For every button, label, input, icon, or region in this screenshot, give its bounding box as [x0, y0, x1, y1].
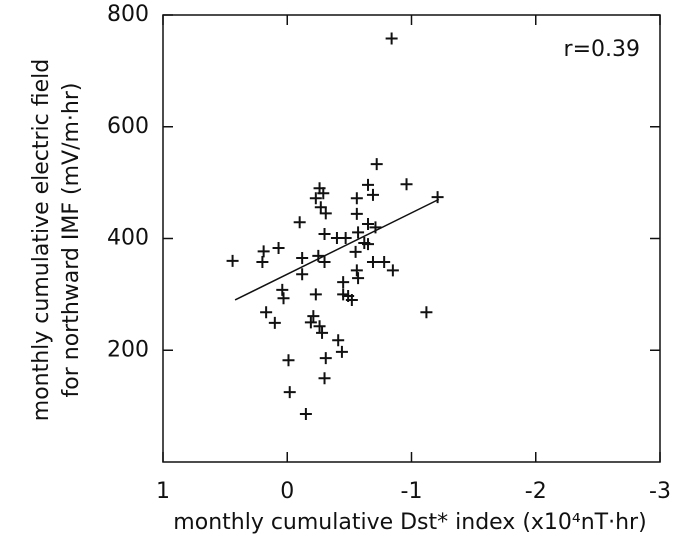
- point: [256, 255, 269, 268]
- point: [304, 316, 317, 329]
- point: [420, 306, 433, 319]
- point: [332, 334, 345, 347]
- y-tick-label: 600: [107, 114, 149, 139]
- x-tick-label: 1: [156, 479, 170, 504]
- annotation: r=0.39: [564, 37, 640, 62]
- point: [385, 32, 398, 45]
- point: [350, 264, 363, 277]
- x-tick-label: -3: [649, 479, 671, 504]
- plot-frame: [162, 14, 661, 463]
- x-tick-label: -2: [525, 479, 547, 504]
- point: [296, 252, 309, 265]
- point: [352, 226, 365, 239]
- point: [309, 192, 322, 205]
- point: [276, 283, 289, 296]
- x-axis-label: monthly cumulative Dst* index (x10⁴nT·hr…: [173, 510, 646, 535]
- point: [319, 207, 332, 220]
- point: [378, 255, 391, 268]
- point: [349, 245, 362, 258]
- point: [314, 201, 327, 214]
- y-tick-label: 200: [107, 337, 149, 362]
- point: [370, 158, 383, 171]
- point: [272, 241, 285, 254]
- x-tick-label: 0: [280, 479, 294, 504]
- point: [318, 255, 331, 268]
- point: [350, 207, 363, 220]
- point: [299, 407, 312, 420]
- point: [293, 216, 306, 229]
- y-axis-label: monthly cumulative electric field: [29, 59, 54, 421]
- point: [318, 372, 331, 385]
- point: [226, 254, 239, 267]
- point: [337, 276, 350, 289]
- point: [345, 293, 358, 306]
- fit-line: [234, 198, 440, 301]
- point: [350, 192, 363, 205]
- point: [312, 249, 325, 262]
- point: [277, 292, 290, 305]
- point: [352, 272, 365, 285]
- point: [400, 178, 413, 191]
- point: [268, 316, 281, 329]
- point: [362, 178, 375, 191]
- point: [366, 188, 379, 201]
- point: [386, 264, 399, 277]
- point: [282, 354, 295, 367]
- point: [296, 268, 309, 281]
- point: [307, 310, 320, 323]
- point: [366, 255, 379, 268]
- point: [362, 217, 375, 230]
- point: [260, 306, 273, 319]
- point: [313, 182, 326, 195]
- point: [257, 245, 270, 258]
- point: [335, 345, 348, 358]
- x-tick-label: -1: [401, 479, 423, 504]
- point: [431, 191, 444, 204]
- point: [319, 352, 332, 365]
- point: [309, 288, 322, 301]
- point: [283, 386, 296, 399]
- y-tick-label: 400: [107, 226, 149, 251]
- y-axis-label: for northward IMF (mV/m·hr): [59, 83, 84, 398]
- point: [318, 228, 331, 241]
- point: [362, 238, 375, 251]
- point: [316, 326, 329, 339]
- y-tick-label: 800: [107, 2, 149, 27]
- point: [339, 231, 352, 244]
- point: [313, 320, 326, 333]
